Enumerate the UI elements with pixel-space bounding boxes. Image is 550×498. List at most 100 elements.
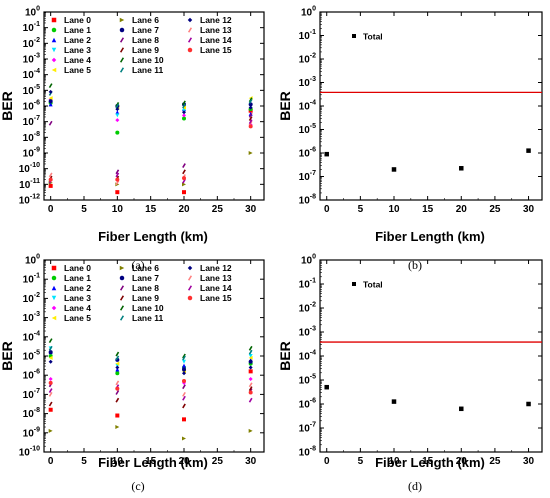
legend-label: Lane 15 bbox=[200, 293, 232, 303]
data-point bbox=[115, 365, 120, 370]
y-tick-label: 10-2 bbox=[299, 302, 316, 315]
legend-label: Total bbox=[363, 280, 383, 290]
x-tick-label: 0 bbox=[324, 456, 330, 467]
legend-marker bbox=[51, 67, 57, 73]
legend-marker bbox=[119, 285, 125, 291]
y-tick-label: 10-6 bbox=[299, 398, 316, 411]
legend-marker bbox=[119, 305, 125, 311]
legend-label: Lane 7 bbox=[132, 273, 159, 283]
y-tick-label: 10-6 bbox=[23, 100, 40, 113]
legend-label: Lane 13 bbox=[200, 25, 232, 35]
data-point bbox=[526, 401, 531, 407]
data-point bbox=[248, 359, 253, 364]
y-tick-label: 10-9 bbox=[23, 147, 40, 160]
data-point bbox=[248, 97, 253, 103]
x-tick-label: 5 bbox=[81, 456, 87, 467]
panel-label: (a) bbox=[131, 258, 144, 272]
y-tick-label: 10-5 bbox=[23, 84, 40, 97]
y-tick-label: 10-8 bbox=[299, 446, 316, 459]
legend-marker bbox=[51, 57, 57, 63]
data-point bbox=[115, 371, 120, 376]
legend-label: Lane 3 bbox=[64, 293, 91, 303]
x-tick-label: 15 bbox=[145, 456, 157, 467]
data-point bbox=[248, 377, 253, 382]
legend-marker bbox=[352, 34, 356, 38]
x-tick-label: 0 bbox=[324, 204, 330, 215]
data-point bbox=[115, 386, 120, 391]
x-tick-label: 25 bbox=[489, 204, 501, 215]
x-axis-title: Fiber Length (km) bbox=[375, 455, 485, 470]
legend-marker bbox=[119, 47, 125, 53]
chart-panel-1: 100 10-1 10-2 10-3 10-4 10-5 10-6 10-7 10-8 0 5 10 1… bbox=[277, 6, 543, 272]
data-point bbox=[182, 176, 186, 181]
legend-marker bbox=[187, 47, 193, 53]
x-tick-label: 15 bbox=[422, 456, 434, 467]
panel-label: (b) bbox=[408, 258, 422, 272]
data-point bbox=[248, 102, 253, 107]
x-tick-label: 5 bbox=[358, 204, 364, 215]
data-point bbox=[248, 349, 253, 355]
chart-panel-2: 10010-110-210-310-410-510-610-710-810-91… bbox=[0, 254, 265, 493]
x-tick-label: 30 bbox=[523, 204, 535, 215]
x-tick-label: 15 bbox=[422, 204, 434, 215]
legend-label: Lane 12 bbox=[200, 15, 232, 25]
legend-label: Lane 6 bbox=[132, 263, 159, 273]
x-tick-label: 10 bbox=[388, 456, 400, 467]
panel-label: (d) bbox=[408, 479, 422, 493]
legend-marker bbox=[119, 265, 125, 271]
data-point bbox=[248, 365, 253, 370]
data-point bbox=[115, 103, 120, 109]
x-tick-label: 25 bbox=[489, 456, 501, 467]
legend-label: Lane 2 bbox=[64, 283, 91, 293]
legend-label: Lane 9 bbox=[132, 293, 159, 303]
data-point bbox=[48, 359, 53, 364]
legend-marker bbox=[187, 27, 193, 33]
y-tick-label: 100 bbox=[25, 254, 40, 267]
legend-label: Lane 9 bbox=[132, 45, 159, 55]
data-point bbox=[248, 354, 253, 358]
legend-label: Lane 15 bbox=[200, 45, 232, 55]
data-point bbox=[115, 413, 120, 418]
legend-label: Lane 8 bbox=[132, 35, 159, 45]
data-point bbox=[48, 183, 53, 188]
y-tick-label: 10-4 bbox=[299, 100, 316, 113]
y-tick-label: 10-3 bbox=[299, 76, 316, 89]
x-tick-label: 10 bbox=[112, 456, 124, 467]
data-point bbox=[115, 110, 120, 115]
y-axis-title: BER bbox=[277, 91, 293, 121]
data-point bbox=[248, 151, 253, 155]
legend-marker bbox=[119, 27, 125, 33]
data-point bbox=[391, 399, 397, 404]
legend-marker bbox=[187, 285, 193, 291]
data-point bbox=[182, 363, 186, 368]
data-point bbox=[115, 102, 120, 107]
data-point bbox=[248, 390, 253, 395]
data-point bbox=[182, 395, 186, 401]
y-tick-label: 10-1 bbox=[299, 278, 316, 291]
data-point bbox=[182, 113, 186, 118]
data-point bbox=[391, 167, 397, 172]
y-tick-label: 10-10 bbox=[19, 162, 40, 175]
data-point bbox=[48, 120, 53, 126]
x-tick-label: 20 bbox=[178, 456, 190, 467]
y-tick-label: 10-1 bbox=[23, 21, 40, 34]
plot-frame bbox=[319, 259, 543, 453]
legend-marker bbox=[51, 47, 57, 53]
legend-marker bbox=[51, 295, 57, 301]
legend-label: Lane 2 bbox=[64, 35, 91, 45]
y-tick-label: 100 bbox=[301, 254, 316, 267]
y-tick-label: 10-8 bbox=[23, 131, 40, 144]
data-point bbox=[182, 403, 186, 409]
y-tick-label: 10-3 bbox=[23, 53, 40, 66]
data-point bbox=[526, 148, 531, 153]
y-tick-label: 10-8 bbox=[299, 194, 316, 207]
data-point bbox=[182, 436, 186, 441]
data-point bbox=[324, 384, 329, 390]
x-tick-label: 30 bbox=[523, 456, 535, 467]
x-tick-label: 5 bbox=[81, 204, 87, 215]
legend-label: Lane 4 bbox=[64, 55, 91, 65]
data-point bbox=[115, 113, 120, 118]
legend-marker bbox=[119, 17, 125, 23]
data-point bbox=[48, 428, 53, 433]
data-point bbox=[48, 380, 53, 385]
